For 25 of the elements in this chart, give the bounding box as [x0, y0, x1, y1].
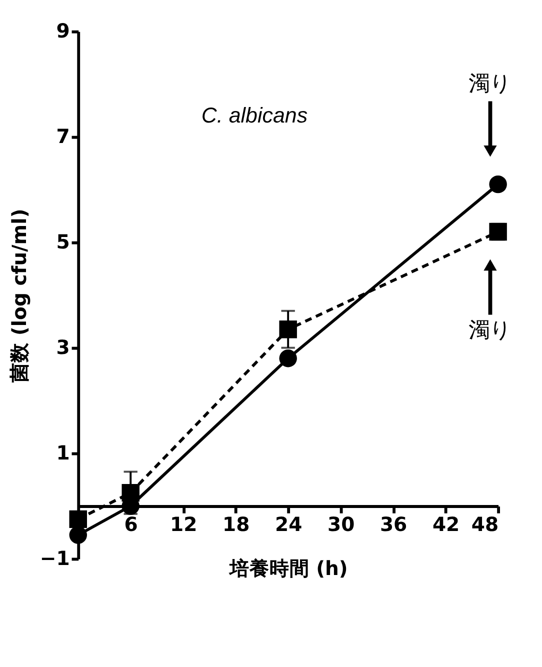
point [122, 484, 140, 502]
x-tick-label: 48 [471, 512, 499, 536]
x-tick-label: 42 [432, 512, 460, 536]
y-tick-label: 1 [56, 442, 70, 465]
annotation: 濁り [468, 72, 512, 97]
y-tick-label: 7 [56, 125, 70, 148]
point [69, 510, 87, 528]
x-axis-title: 培養時間 (h) [228, 556, 348, 580]
y-tick-label: −1 [40, 547, 70, 570]
annotation: C. albicans [201, 104, 308, 128]
y-tick-label: 3 [56, 336, 70, 360]
y-tick-label: 9 [56, 20, 70, 43]
annotation: 濁り [468, 318, 512, 344]
point [279, 320, 297, 338]
point [489, 175, 507, 194]
y-tick-label: 5 [56, 230, 70, 254]
x-tick-label: 30 [327, 512, 355, 536]
x-tick-label: 12 [170, 512, 198, 536]
x-tick-label: 36 [380, 512, 408, 536]
point [69, 526, 87, 544]
point [279, 349, 297, 368]
x-tick-label: 6 [124, 512, 138, 536]
y-axis-title: 菌数 (log cfu/ml) [8, 208, 32, 384]
x-tick-label: 18 [222, 512, 250, 536]
x-tick-label: 24 [274, 512, 302, 536]
